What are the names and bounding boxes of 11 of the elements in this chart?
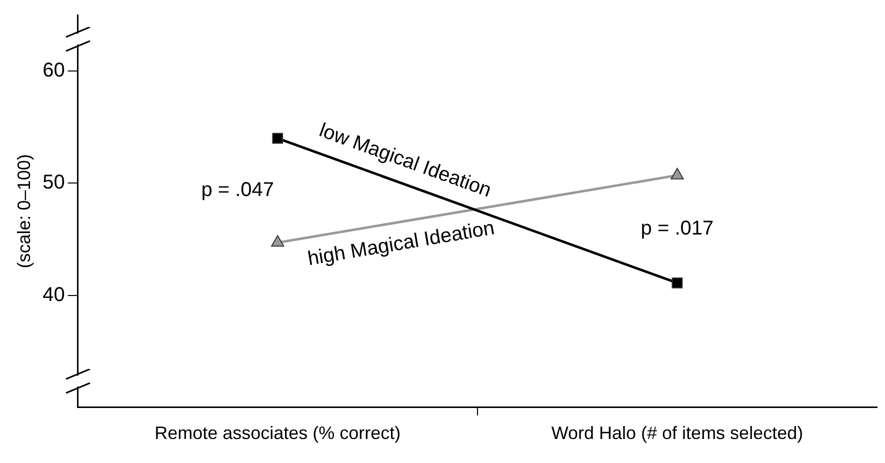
point [272, 132, 284, 144]
text: high Magical Ideation [306, 217, 496, 270]
y-axis-title: (scale: 0–100) [14, 154, 34, 268]
y-tick-label: 60 [42, 60, 65, 82]
x-tick-label: Remote associates (% correct) [154, 423, 401, 444]
y-tick-label: 50 [42, 172, 65, 194]
point [672, 278, 683, 288]
annotation: p = .047 [201, 178, 274, 201]
y-tick-label: 40 [42, 284, 65, 306]
annotation: p = .017 [640, 218, 714, 240]
x-tick-label: Word Halo (# of items selected) [551, 423, 804, 444]
